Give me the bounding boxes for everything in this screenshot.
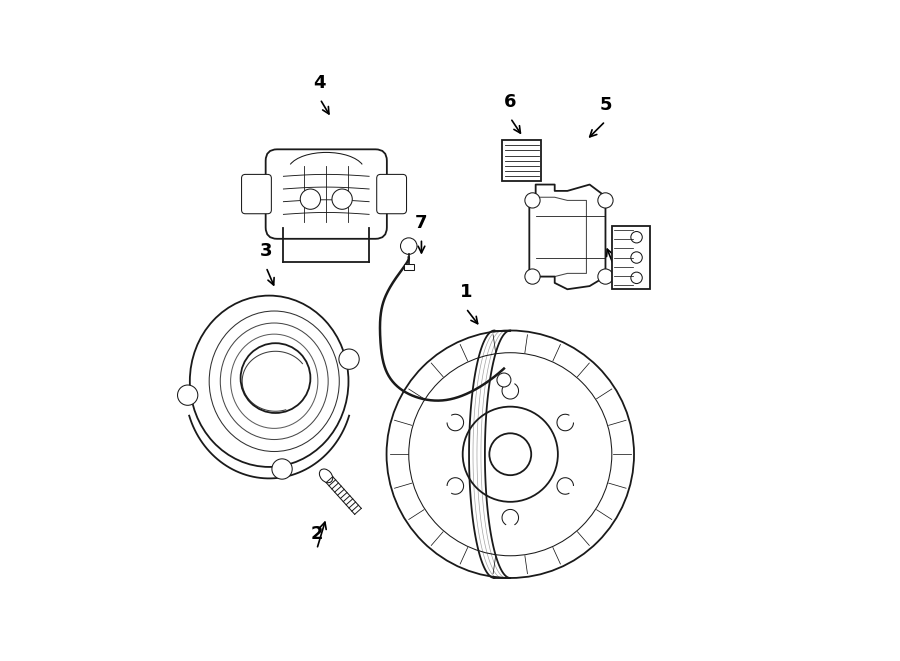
Circle shape bbox=[631, 231, 643, 243]
Text: 7: 7 bbox=[415, 214, 428, 231]
Circle shape bbox=[631, 252, 643, 263]
Circle shape bbox=[339, 349, 359, 369]
Bar bbox=[612, 226, 650, 290]
FancyBboxPatch shape bbox=[266, 149, 387, 239]
Circle shape bbox=[497, 373, 511, 387]
Text: 6: 6 bbox=[504, 93, 517, 111]
Circle shape bbox=[598, 269, 613, 284]
FancyBboxPatch shape bbox=[377, 175, 407, 214]
FancyBboxPatch shape bbox=[241, 175, 272, 214]
Circle shape bbox=[332, 189, 352, 210]
Text: 2: 2 bbox=[310, 525, 323, 543]
Circle shape bbox=[598, 193, 613, 208]
Circle shape bbox=[631, 272, 643, 284]
Circle shape bbox=[525, 193, 540, 208]
Bar bbox=[404, 264, 414, 270]
Bar bbox=[502, 140, 542, 181]
Circle shape bbox=[177, 385, 198, 405]
Text: 3: 3 bbox=[260, 242, 272, 260]
Text: 6: 6 bbox=[612, 252, 625, 270]
Circle shape bbox=[400, 238, 417, 254]
Text: 5: 5 bbox=[599, 97, 612, 114]
Circle shape bbox=[525, 269, 540, 284]
Circle shape bbox=[301, 189, 320, 210]
Circle shape bbox=[272, 459, 292, 479]
Text: 4: 4 bbox=[314, 74, 326, 92]
Text: 1: 1 bbox=[460, 284, 473, 301]
